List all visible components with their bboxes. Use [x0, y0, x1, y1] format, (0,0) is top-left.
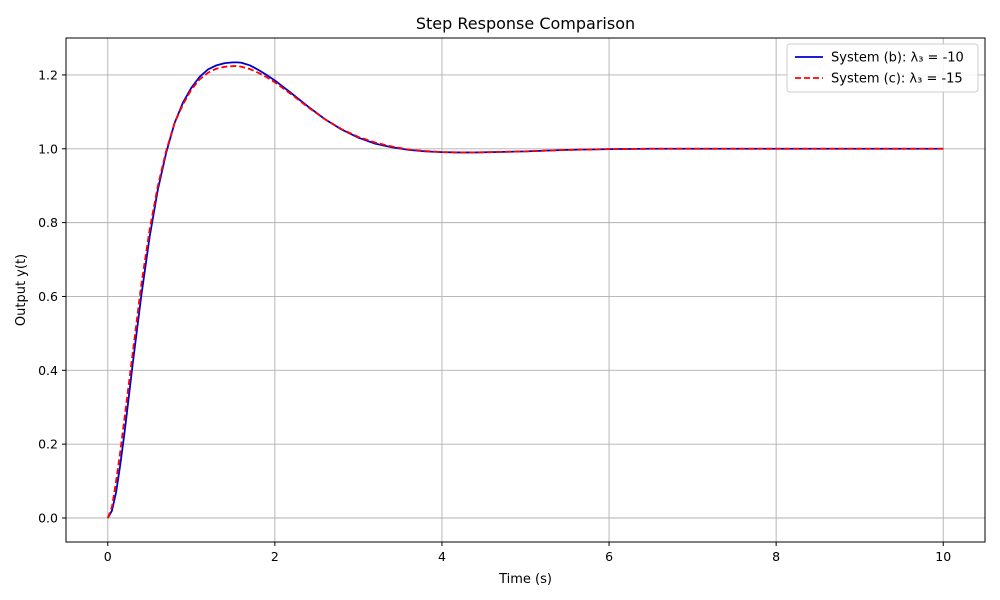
y-tick-label: 0.6: [38, 289, 58, 304]
y-tick-label: 0.2: [38, 437, 58, 452]
y-tick-label: 0.0: [38, 511, 58, 526]
series-line-system-b: [106, 61, 944, 519]
series-line-system-c: [106, 65, 944, 519]
x-tick-label: 0: [104, 549, 112, 564]
legend-box: [786, 43, 979, 93]
y-tick-label: 0.8: [38, 215, 58, 230]
series-layer: [106, 61, 944, 519]
y-tick-label: 1.0: [38, 141, 58, 156]
x-tick-label: 6: [605, 549, 613, 564]
grid-layer: [66, 38, 985, 542]
y-tick-label: 1.2: [38, 67, 58, 82]
x-tick-label: 10: [935, 549, 951, 564]
x-tick-label: 4: [438, 549, 446, 564]
legend: System (b): λ₃ = -10 System (c): λ₃ = -15: [786, 43, 979, 93]
chart-title: Step Response Comparison: [416, 14, 635, 33]
legend-label-system-c: System (c): λ₃ = -15: [831, 72, 963, 87]
x-axis-label: Time (s): [498, 572, 552, 587]
y-axis-label: Output y(t): [14, 254, 29, 326]
legend-label-system-b: System (b): λ₃ = -10: [831, 51, 964, 66]
y-tick-label: 0.4: [38, 363, 58, 378]
x-tick-label: 8: [772, 549, 780, 564]
plot-frame: [65, 37, 986, 543]
x-tick-label: 2: [271, 549, 279, 564]
ticks-layer: 0 2 4 6 8 10 0.0 0.2 0.4 0.6 0.8 1.0 1.2: [38, 67, 951, 564]
